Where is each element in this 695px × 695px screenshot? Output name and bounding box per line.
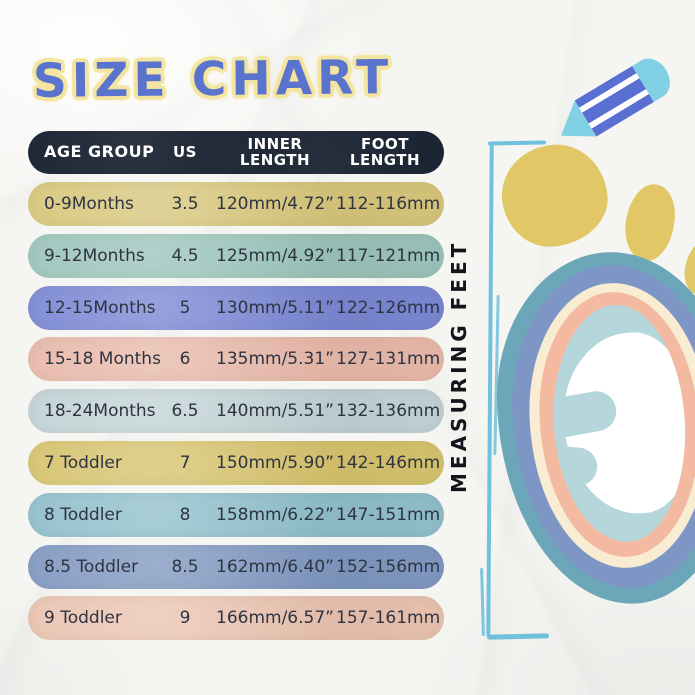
header-cell-inner-length: INNER LENGTH bbox=[239, 134, 311, 169]
table-row: 7 Toddler 7 150mm/5.90” 142-146mm bbox=[28, 440, 444, 485]
table-row: 9 Toddler 9 166mm/6.57” 157-161mm bbox=[28, 596, 444, 641]
cell-age-group: 12-15Months bbox=[44, 297, 156, 318]
cell-foot-length: 152-156mm bbox=[336, 556, 441, 577]
table-row: 18-24Months 6.5 140mm/5.51” 132-136mm bbox=[28, 389, 444, 434]
cell-age-group: 9 Toddler bbox=[44, 608, 122, 629]
cell-foot-length: 157-161mm bbox=[336, 608, 441, 629]
measure-bracket-line bbox=[486, 142, 494, 638]
cell-us-size: 6 bbox=[179, 349, 191, 370]
cell-foot-length: 147-151mm bbox=[336, 504, 441, 525]
measuring-feet-label: MEASURING FEET bbox=[447, 239, 471, 493]
cell-age-group: 8.5 Toddler bbox=[44, 556, 139, 577]
cell-foot-length: 112-116mm bbox=[336, 194, 441, 214]
cell-inner-length: 162mm/6.40” bbox=[216, 556, 334, 577]
foot-big-toe bbox=[495, 138, 614, 253]
table-row: 8 Toddler 8 158mm/6.22” 147-151mm bbox=[28, 492, 444, 537]
cell-us-size: 3.5 bbox=[171, 194, 199, 214]
measure-bracket-bottom-cap bbox=[486, 633, 550, 640]
cell-age-group: 18-24Months bbox=[44, 401, 156, 422]
cell-us-size: 7 bbox=[179, 452, 191, 473]
cell-inner-length: 135mm/5.31” bbox=[216, 349, 334, 370]
cell-age-group: 7 Toddler bbox=[44, 452, 122, 473]
cell-inner-length: 140mm/5.51” bbox=[216, 401, 334, 422]
cell-inner-length: 166mm/6.57” bbox=[216, 608, 334, 629]
table-row: 15-18 Months 6 135mm/5.31” 127-131mm bbox=[28, 337, 444, 382]
cell-inner-length: 120mm/4.72” bbox=[216, 194, 334, 214]
cell-inner-length: 125mm/4.92” bbox=[216, 245, 334, 266]
cell-us-size: 6.5 bbox=[171, 401, 199, 422]
header-cell-us: US bbox=[173, 142, 197, 161]
table-header-row: AGE GROUP US INNER LENGTH FOOT LENGTH bbox=[28, 131, 444, 174]
measure-bracket-top-cap bbox=[487, 140, 547, 146]
cell-age-group: 9-12Months bbox=[44, 245, 145, 266]
foot-ring-cream bbox=[524, 279, 695, 572]
pencil-icon bbox=[549, 52, 677, 152]
cell-foot-length: 122-126mm bbox=[336, 297, 441, 318]
cell-us-size: 8 bbox=[179, 504, 191, 525]
cell-inner-length: 130mm/5.11” bbox=[216, 297, 334, 318]
cell-foot-length: 142-146mm bbox=[336, 452, 441, 473]
cell-age-group: 15-18 Months bbox=[44, 349, 161, 370]
cell-foot-length: 132-136mm bbox=[336, 401, 441, 422]
foot-illustration bbox=[491, 247, 695, 609]
cell-foot-length: 117-121mm bbox=[336, 245, 441, 266]
table-row: 9-12Months 4.5 125mm/4.92” 117-121mm bbox=[28, 233, 444, 278]
size-table: AGE GROUP US INNER LENGTH FOOT LENGTH 0-… bbox=[28, 131, 444, 641]
cell-inner-length: 150mm/5.90” bbox=[216, 452, 334, 473]
page-title: SIZE CHART bbox=[32, 50, 394, 109]
foot-ring-salmon bbox=[535, 289, 695, 560]
foot-ring-blue bbox=[507, 261, 695, 592]
header-cell-foot-length: FOOT LENGTH bbox=[349, 134, 421, 169]
cell-inner-length: 158mm/6.22” bbox=[216, 504, 334, 525]
cell-us-size: 5 bbox=[179, 297, 191, 318]
table-row: 8.5 Toddler 8.5 162mm/6.40” 152-156mm bbox=[28, 544, 444, 589]
table-body: 0-9Months 3.5 120mm/4.72” 112-116mm 9-12… bbox=[28, 182, 444, 641]
table-row: 12-15Months 5 130mm/5.11” 122-126mm bbox=[28, 285, 444, 330]
cell-us-size: 8.5 bbox=[171, 556, 199, 577]
table-row: 0-9Months 3.5 120mm/4.72” 112-116mm bbox=[28, 182, 444, 226]
cell-age-group: 0-9Months bbox=[44, 194, 134, 214]
cell-us-size: 9 bbox=[179, 608, 191, 629]
header-cell-age-group: AGE GROUP bbox=[44, 142, 155, 162]
measure-bracket-accent bbox=[480, 567, 485, 637]
cell-foot-length: 127-131mm bbox=[336, 349, 441, 370]
cell-us-size: 4.5 bbox=[171, 245, 199, 266]
cell-age-group: 8 Toddler bbox=[44, 504, 122, 525]
foot-middle-toe bbox=[619, 180, 681, 265]
foot-ring-lightteal bbox=[549, 302, 689, 545]
